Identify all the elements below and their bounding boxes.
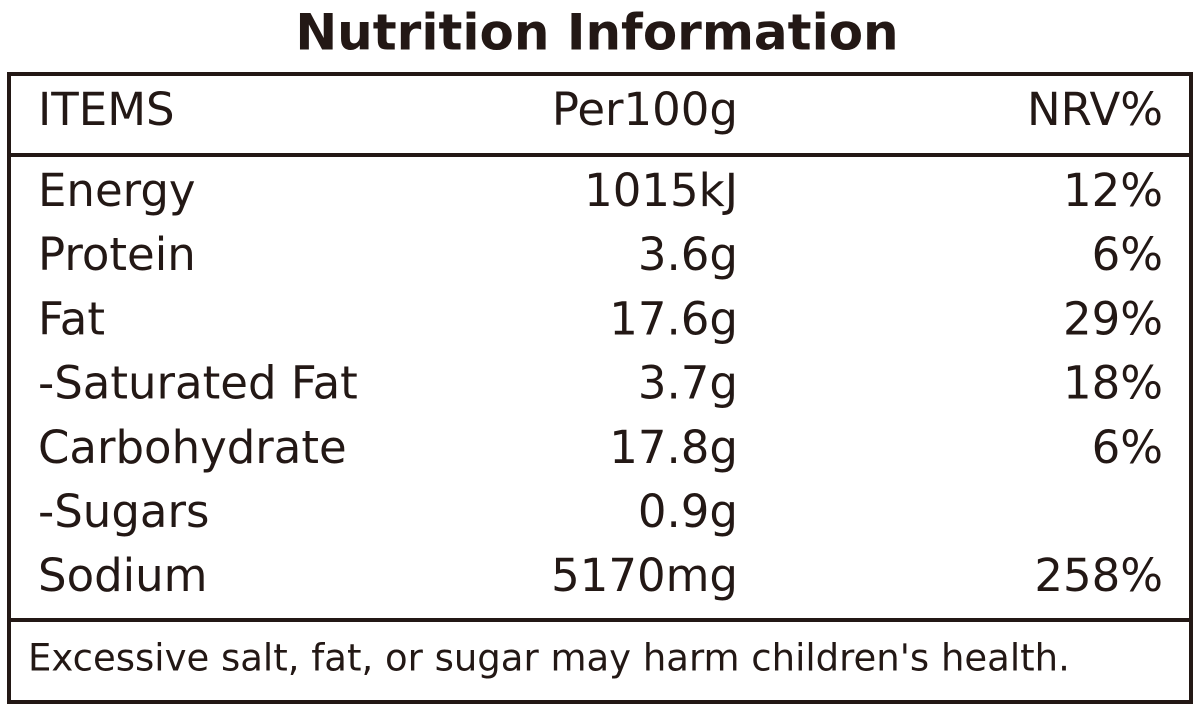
nrv-percent: 6% (1092, 228, 1163, 281)
per-100g: 17.8g (609, 421, 738, 474)
title: Nutrition Information (295, 4, 898, 62)
header-cell: ITEMS (38, 83, 175, 136)
per-100g: 5170mg (551, 549, 738, 602)
footer-note: Excessive salt, fat, or sugar may harm c… (28, 637, 1070, 680)
table-border (7, 72, 1193, 704)
item-name: -Saturated Fat (38, 357, 358, 410)
per-100g: 3.6g (638, 228, 738, 281)
item-name: Fat (38, 292, 105, 345)
per-100g: 3.7g (638, 357, 738, 410)
per-100g: 0.9g (638, 485, 738, 538)
nrv-percent: 6% (1092, 421, 1163, 474)
nrv-percent: 12% (1063, 164, 1163, 217)
nrv-percent: 29% (1063, 292, 1163, 345)
per-100g: 1015kJ (584, 164, 738, 217)
nrv-percent: 18% (1063, 357, 1163, 410)
item-name: Carbohydrate (38, 421, 347, 474)
nrv-percent: 258% (1034, 549, 1163, 602)
item-name: Protein (38, 228, 196, 281)
header-cell: Per100g (552, 83, 738, 136)
per-100g: 17.6g (609, 292, 738, 345)
item-name: Energy (38, 164, 196, 217)
header-cell: NRV% (1027, 83, 1163, 136)
item-name: Sodium (38, 549, 208, 602)
item-name: -Sugars (38, 485, 209, 538)
